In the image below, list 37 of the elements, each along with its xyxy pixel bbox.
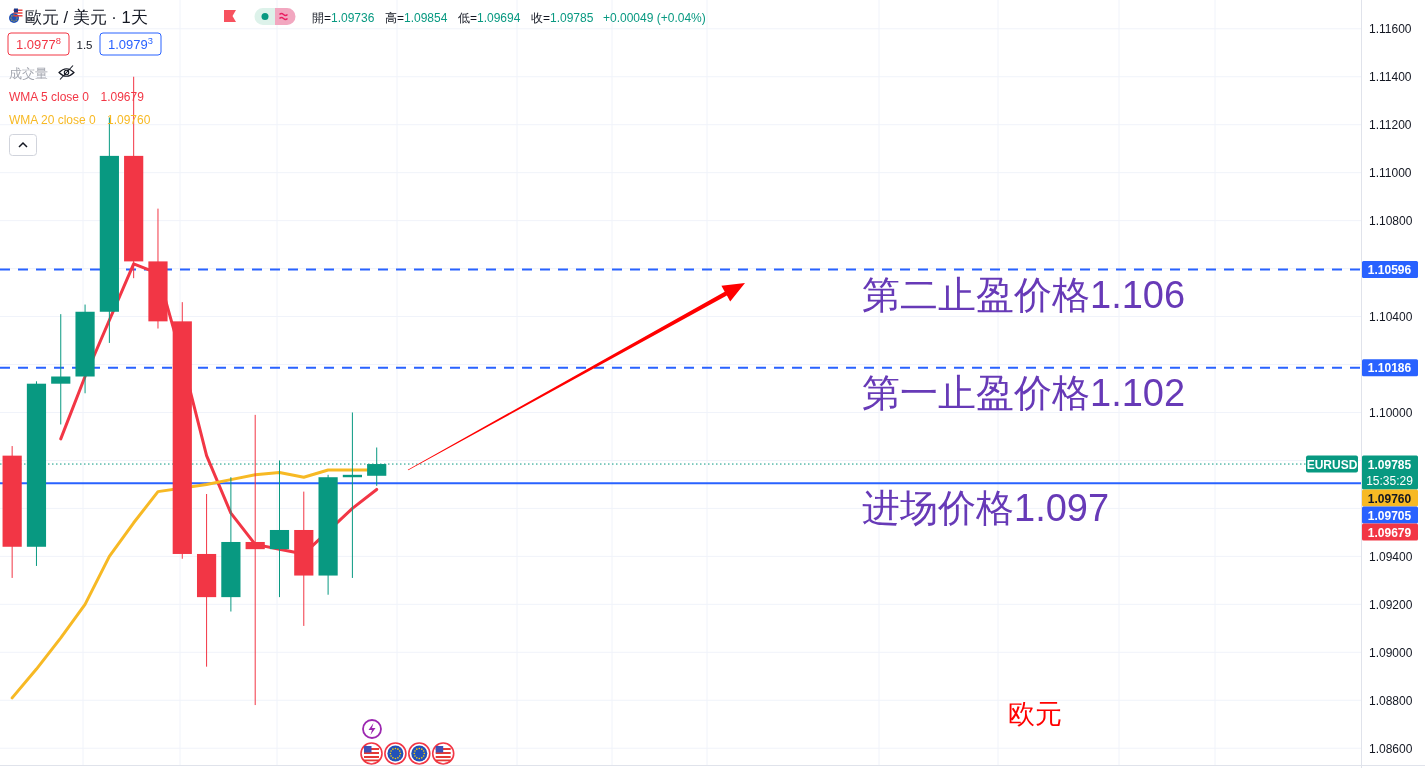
y-tick-label: 1.10800 xyxy=(1369,214,1413,229)
text: 1.09785 xyxy=(1367,457,1412,472)
text: WMA 5 close 0 xyxy=(9,90,90,104)
annotation: 欧元 xyxy=(1008,699,1062,729)
text: 1.09679 xyxy=(1367,525,1412,540)
annotation: 1.0977$^{8}$ xyxy=(16,36,61,52)
ref-line-label: 进场价格1.097 xyxy=(862,487,1110,530)
annotation: 1.0979$^{3}$ xyxy=(108,36,153,52)
y-tick-label: 1.09400 xyxy=(1369,549,1413,564)
ref-line-label: 第二止盈价格1.106 xyxy=(862,273,1186,316)
ref-line-label: EURUSD xyxy=(1306,457,1358,472)
annotation: 成交量 xyxy=(9,66,48,81)
y-tick-label: 1.11600 xyxy=(1369,22,1412,37)
annotation: 1.5 xyxy=(76,38,93,51)
y-tick-label: 1.10000 xyxy=(1369,405,1413,420)
annotation: 低=1.09694 xyxy=(458,11,521,25)
text: 15:35:29 xyxy=(1366,473,1414,488)
ref-line-label: 第一止盈价格1.102 xyxy=(862,371,1186,414)
candlestick xyxy=(51,313,71,425)
text: 1.10596 xyxy=(1367,263,1412,278)
y-tick-label: 1.08600 xyxy=(1369,741,1413,756)
text: 1.10186 xyxy=(1367,361,1412,376)
y-tick-label: 1.11000 xyxy=(1369,166,1412,181)
annotation: 高=1.09854 xyxy=(385,11,448,25)
annotation: 收=1.09785 xyxy=(531,11,594,25)
annotation: 開=1.09736 xyxy=(312,11,375,25)
text: WMA 20 close 0 xyxy=(9,113,97,127)
y-tick-label: 1.08800 xyxy=(1369,693,1413,708)
text: 歐元 / 美元 · 1天 xyxy=(25,8,148,26)
y-tick-label: 1.11200 xyxy=(1369,118,1412,133)
text: 1.09760 xyxy=(1367,491,1412,506)
y-tick-label: 1.11400 xyxy=(1369,70,1412,85)
annotation: +0.00049 (+0.04%) xyxy=(603,11,706,25)
y-tick-label: 1.10400 xyxy=(1369,310,1413,325)
y-tick-label: 1.09200 xyxy=(1369,597,1413,612)
y-tick-label: 1.09000 xyxy=(1369,645,1413,660)
text: 1.09705 xyxy=(1367,508,1412,523)
